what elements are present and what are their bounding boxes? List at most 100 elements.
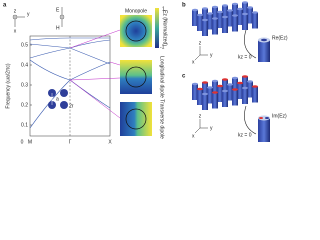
rod-top <box>232 76 238 80</box>
mode-label: Longitudinal dipole <box>159 56 165 98</box>
rod-top <box>222 78 228 81</box>
panel-label: a <box>3 3 7 9</box>
rod-top <box>242 1 248 4</box>
x-tick-label: M <box>28 139 32 145</box>
rod <box>222 79 228 96</box>
rod-top <box>222 4 228 7</box>
axis-icon <box>194 119 208 134</box>
rod <box>202 94 208 110</box>
rod <box>242 76 248 93</box>
mode-label: Monopole <box>125 8 147 14</box>
rod <box>252 86 258 103</box>
rod-top <box>242 75 248 78</box>
rod <box>192 84 198 100</box>
single-rod <box>244 105 270 142</box>
field-label: E <box>56 7 60 13</box>
rod-top <box>207 12 213 15</box>
annotation: kz = 0 <box>238 54 252 60</box>
rod-top <box>242 12 248 16</box>
rod-top <box>192 82 198 86</box>
rod <box>232 89 238 106</box>
rod-top <box>202 81 208 84</box>
rod <box>212 92 218 109</box>
rod <box>227 84 233 101</box>
rod-top <box>207 86 213 89</box>
rod <box>202 8 208 25</box>
y-tick-label: 0.5 <box>21 42 28 48</box>
panel-label: b <box>182 3 186 9</box>
axis-label: y <box>210 52 213 58</box>
rod-top <box>232 14 238 17</box>
rod-top <box>222 89 228 93</box>
axis-label: z <box>199 113 202 119</box>
axis-label: y <box>210 125 213 131</box>
y-tick-label: 0.1 <box>21 122 28 128</box>
rod-top <box>192 8 198 12</box>
rod-top <box>212 17 218 20</box>
lattice-inset <box>48 89 68 109</box>
rod-top <box>197 87 203 91</box>
rod-top <box>212 79 218 83</box>
rod-top <box>212 91 218 94</box>
rod <box>242 14 248 30</box>
rod-top <box>222 15 228 19</box>
axis-label: x <box>14 28 17 34</box>
rod <box>232 15 238 32</box>
rod <box>207 87 213 104</box>
annotation: kz = 0 <box>238 132 252 138</box>
rod-top <box>237 81 243 85</box>
mode-links <box>69 29 121 119</box>
rod <box>202 82 208 99</box>
lattice-label: a <box>56 96 59 102</box>
y-tick-label: 0.2 <box>21 102 28 108</box>
figure: a z y x E H Frequency (ωa/2πc) 0.5 0.4 0.3… <box>3 1 288 145</box>
rod <box>202 20 208 36</box>
colorbar-min: -1 <box>160 44 165 50</box>
x-tick-label: Γ <box>69 139 72 145</box>
rod <box>217 86 223 102</box>
rod-array <box>192 75 258 110</box>
rod-top <box>197 13 203 17</box>
rod-top <box>212 5 218 9</box>
rod <box>237 9 243 25</box>
rod <box>247 7 253 24</box>
axis-icon <box>12 14 25 27</box>
lattice-label: 2r <box>69 103 74 109</box>
axis-icon <box>194 46 208 61</box>
field-label: H <box>56 25 60 31</box>
rod-top <box>232 2 238 6</box>
single-rod <box>244 29 270 62</box>
rod <box>232 78 238 94</box>
rod <box>207 13 213 30</box>
rod-top <box>237 7 243 11</box>
colorbar-max: 1 <box>162 6 165 12</box>
rod-top <box>247 6 253 9</box>
y-axis-title: Frequency (ωa/2πc) <box>5 63 11 108</box>
rod-top <box>247 80 253 83</box>
rod-top <box>252 85 258 88</box>
rod <box>197 89 203 105</box>
rod <box>212 7 218 23</box>
colorbar-title: Ez (Normalized) <box>162 10 168 46</box>
x-tick-label: X <box>108 139 112 145</box>
axis-label: x <box>192 133 195 139</box>
rod-top <box>232 88 238 91</box>
rod <box>222 5 228 22</box>
rod <box>222 17 228 33</box>
rod-top <box>217 10 223 14</box>
rod <box>242 88 248 104</box>
rod <box>227 10 233 27</box>
y-tick-label: 0.4 <box>21 62 28 68</box>
rod <box>237 83 243 99</box>
rod <box>252 12 258 29</box>
annotation: Re(Ez) <box>272 35 288 41</box>
y-tick-label: 0.3 <box>21 82 28 88</box>
field-icon <box>59 7 65 27</box>
axis-label: z <box>14 8 17 14</box>
axis-label: x <box>192 59 195 65</box>
rod <box>212 81 218 97</box>
axis-label: z <box>199 40 202 46</box>
rod-top <box>252 11 258 14</box>
annotation: Im(Ez) <box>272 113 287 119</box>
rod-top <box>202 7 208 10</box>
